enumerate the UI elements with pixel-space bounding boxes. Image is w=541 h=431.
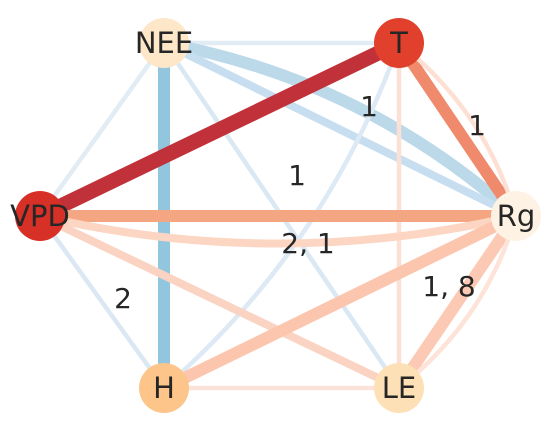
edge-label-nee-rg: 1: [360, 90, 378, 123]
edge-le-rg: [394, 212, 521, 392]
edge-labels-layer: 1 1 1 2, 1 2 1, 8: [114, 90, 486, 315]
edge-t-rg: [394, 39, 521, 220]
node-circle-vpd: [15, 191, 65, 241]
node-nee: NEE: [135, 18, 193, 68]
node-label-nee: NEE: [135, 26, 193, 60]
node-t: T: [374, 18, 424, 68]
edge-nee-vpd: [38, 41, 166, 218]
node-circle-h: [139, 363, 189, 413]
edge-vpd-h: [38, 214, 166, 390]
node-circle-le: [374, 363, 424, 413]
edge-nee-rg: [162, 37, 521, 221]
edge-label-t-rg: 1: [468, 109, 486, 142]
edge-t-vpd: [36, 36, 403, 223]
node-circle-rg: [491, 191, 541, 241]
edge-t-h: [162, 42, 402, 390]
edge-t-rg: [397, 41, 519, 217]
edge-nee-rg: [162, 39, 518, 220]
edge-vpd-le: [38, 212, 401, 392]
edge-label-vpd-rg: 1: [288, 159, 306, 192]
node-rg: Rg: [491, 191, 541, 241]
edge-label-le-rg: 1, 8: [422, 270, 475, 303]
node-circle-t: [374, 18, 424, 68]
node-label-h: H: [153, 371, 175, 405]
nodes-layer: NEE T VPD Rg H LE: [10, 18, 541, 413]
node-le: LE: [374, 363, 424, 413]
edge-label-center: 2, 1: [281, 227, 334, 260]
edge-le-rg: [397, 215, 519, 390]
edges-layer: [36, 36, 521, 394]
node-vpd: VPD: [10, 191, 70, 241]
node-label-rg: Rg: [497, 199, 536, 233]
edge-label-vpd-h: 2: [114, 282, 132, 315]
edge-vpd-rg: [39, 212, 517, 248]
node-label-le: LE: [382, 371, 416, 405]
node-h: H: [139, 363, 189, 413]
node-label-vpd: VPD: [10, 199, 70, 233]
node-label-t: T: [389, 26, 408, 60]
node-circle-nee: [139, 18, 189, 68]
edge-h-rg: [161, 210, 519, 394]
